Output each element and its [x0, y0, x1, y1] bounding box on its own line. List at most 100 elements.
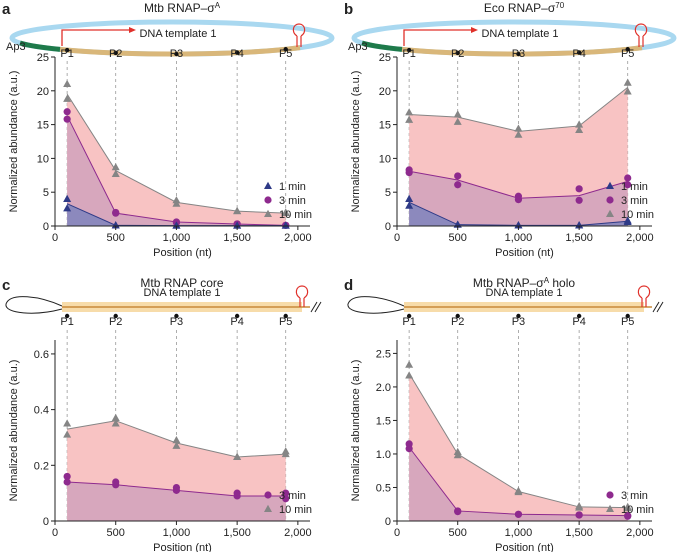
site-label: P1 — [402, 48, 415, 60]
replicate-point — [233, 452, 242, 460]
terminator — [634, 23, 648, 47]
replicate-point — [405, 371, 414, 379]
tss-arrowhead — [129, 27, 136, 33]
site-dot — [283, 313, 288, 319]
site-dot — [64, 313, 70, 319]
replicate-point — [63, 115, 71, 123]
replicate-point — [514, 130, 523, 138]
legend-marker — [264, 181, 272, 189]
break-mark — [652, 301, 664, 313]
replicate-point — [514, 221, 523, 229]
replicate-point — [172, 441, 181, 449]
site-label: P5 — [279, 48, 292, 60]
site-label: P2 — [109, 48, 122, 60]
replicate-point — [233, 492, 241, 500]
y-tick-label: 1.5 — [376, 415, 391, 427]
x-tick-label: 0 — [52, 232, 58, 244]
legend-marker — [264, 196, 272, 204]
site-dot — [455, 313, 460, 319]
y-axis-label: Normalized abundance (a.u.) — [8, 360, 20, 502]
x-tick-label: 1,500 — [565, 527, 593, 539]
replicate-point — [575, 185, 583, 193]
x-tick-label: 2,000 — [284, 527, 312, 539]
replicate-point — [575, 511, 583, 519]
y-tick-label: 0.5 — [376, 482, 391, 494]
replicate-point — [111, 162, 120, 171]
replicate-point — [233, 206, 242, 215]
chart-title: Eco RNAP–σ70 — [484, 1, 565, 16]
panel: a Mtb RNAP–σA Ap3 DNA template 1 P1 P2 P3 P4 P5 0… — [2, 1, 335, 259]
x-axis-label: Position (nt) — [495, 542, 554, 552]
site-label: P4 — [230, 316, 243, 328]
replicate-point — [624, 512, 632, 520]
site-dot — [174, 313, 179, 319]
x-tick-label: 1,000 — [163, 232, 191, 244]
panel-letter: d — [344, 277, 353, 294]
site-dot — [113, 50, 118, 56]
y-tick-label: 2.0 — [376, 382, 391, 394]
x-tick-label: 2,000 — [626, 232, 654, 244]
site-label: P3 — [170, 316, 183, 328]
site-label: P4 — [572, 316, 585, 328]
replicate-point — [63, 94, 72, 102]
tss-arrowhead — [471, 27, 478, 33]
replicate-point — [63, 108, 71, 116]
x-tick-label: 0 — [52, 527, 58, 539]
tss-arrow — [403, 29, 474, 46]
break-mark — [310, 301, 322, 313]
replicate-point — [454, 172, 462, 180]
replicate-point — [514, 124, 523, 132]
y-tick-label: 0.2 — [34, 460, 49, 472]
chart-title: Mtb RNAP core — [140, 276, 223, 290]
x-tick-label: 1,000 — [505, 527, 533, 539]
area — [67, 203, 286, 226]
x-tick-label: 500 — [449, 527, 467, 539]
legend-marker — [264, 209, 272, 217]
dna-template — [401, 45, 643, 57]
area — [67, 482, 286, 521]
y-tick-label: 5 — [43, 187, 49, 199]
y-tick-label: 1.0 — [376, 449, 391, 461]
legend-label: 10 min — [621, 504, 654, 516]
x-tick-label: 500 — [107, 232, 125, 244]
legend-marker — [606, 491, 614, 499]
site-label: P2 — [109, 316, 122, 328]
replicate-point — [454, 181, 462, 189]
title-superscript: A — [215, 1, 221, 10]
replicate-point — [63, 472, 71, 481]
title-text: Mtb RNAP core — [140, 276, 223, 290]
replicate-point — [282, 495, 290, 503]
terminator — [292, 23, 306, 47]
dna-loop — [5, 296, 63, 314]
site-label: P5 — [279, 316, 292, 328]
site-label: P5 — [621, 316, 634, 328]
replicate-point — [454, 508, 462, 516]
x-tick-label: 2,000 — [284, 232, 312, 244]
site-label: P5 — [621, 48, 634, 60]
replicate-point — [623, 217, 632, 225]
replicate-point — [514, 487, 523, 496]
site-label: P3 — [512, 316, 525, 328]
replicate-point — [453, 117, 462, 125]
dna-loop — [347, 296, 405, 314]
replicate-point — [575, 125, 584, 134]
y-tick-label: 0 — [43, 221, 49, 233]
x-axis-label: Position (nt) — [495, 247, 554, 259]
replicate-point — [111, 413, 120, 421]
x-tick-label: 0 — [394, 527, 400, 539]
replicate-point — [281, 221, 290, 229]
y-tick-label: 10 — [37, 153, 49, 165]
y-axis-label: Normalized abundance (a.u.) — [8, 71, 20, 213]
replicate-point — [281, 449, 290, 458]
area — [409, 447, 628, 521]
area — [67, 94, 286, 227]
legend-label: 3 min — [621, 195, 648, 207]
tss-arrow — [61, 29, 132, 46]
title-text: holo — [549, 276, 575, 290]
replicate-point — [172, 221, 181, 229]
y-tick-label: 15 — [379, 120, 391, 132]
site-dot — [234, 313, 240, 319]
dna-template — [59, 45, 301, 57]
replicate-point — [575, 503, 584, 511]
